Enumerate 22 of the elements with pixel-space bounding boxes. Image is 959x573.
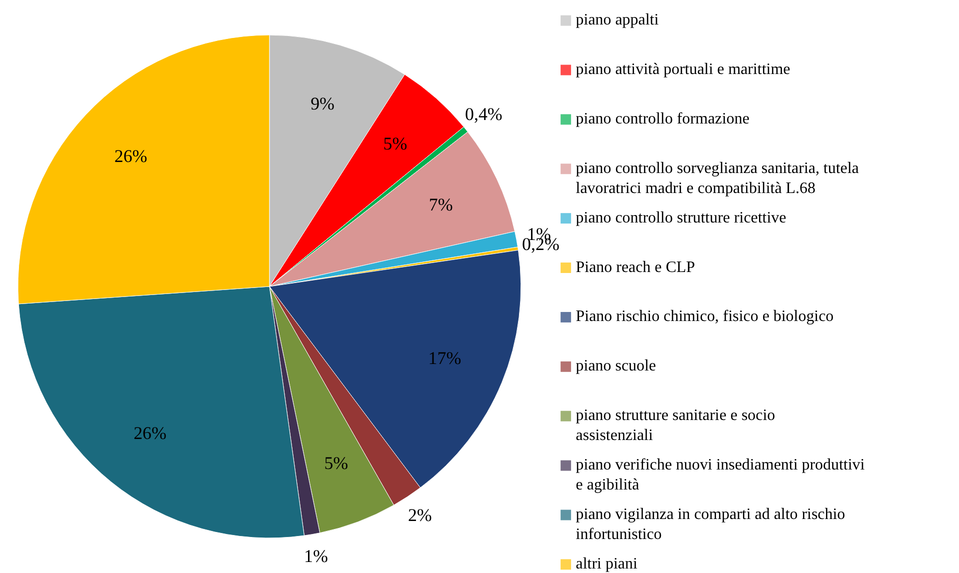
- legend-label: piano verifiche nuovi insediamenti produttivi e agibilità: [576, 456, 866, 494]
- legend-label: piano controllo sorveglianza sanitaria, tutela lavoratrici madri e compatibilità L.68: [576, 160, 859, 197]
- data-label: 0,4%: [464, 104, 502, 124]
- data-label: 1%: [304, 546, 328, 566]
- legend-label: piano strutture sanitarie e socio assistenziali: [576, 407, 776, 444]
- data-label: 2%: [408, 504, 432, 525]
- data-label: 17%: [428, 348, 462, 368]
- legend-label: piano attività portuali e marittime: [576, 60, 790, 78]
- legend-label: Piano rischio chimico, fisico e biologico: [576, 308, 834, 326]
- legend-label: piano controllo formazione: [576, 110, 750, 128]
- data-label: 9%: [310, 93, 335, 114]
- legend-label: piano controllo strutture ricettive: [576, 209, 786, 226]
- legend-label: piano vigilanza in comparti ad alto rischio infortunistico: [576, 506, 846, 543]
- legend-label: piano scuole: [576, 358, 656, 375]
- data-label: 5%: [324, 452, 348, 473]
- data-label: 26%: [114, 146, 148, 166]
- data-label: 7%: [428, 194, 453, 214]
- legend-label: piano appalti: [576, 12, 660, 29]
- data-label: 26%: [134, 422, 167, 443]
- data-label: 5%: [383, 134, 408, 154]
- legend-label: altri piani: [576, 555, 638, 572]
- legend-label: Piano reach e CLP: [576, 258, 696, 276]
